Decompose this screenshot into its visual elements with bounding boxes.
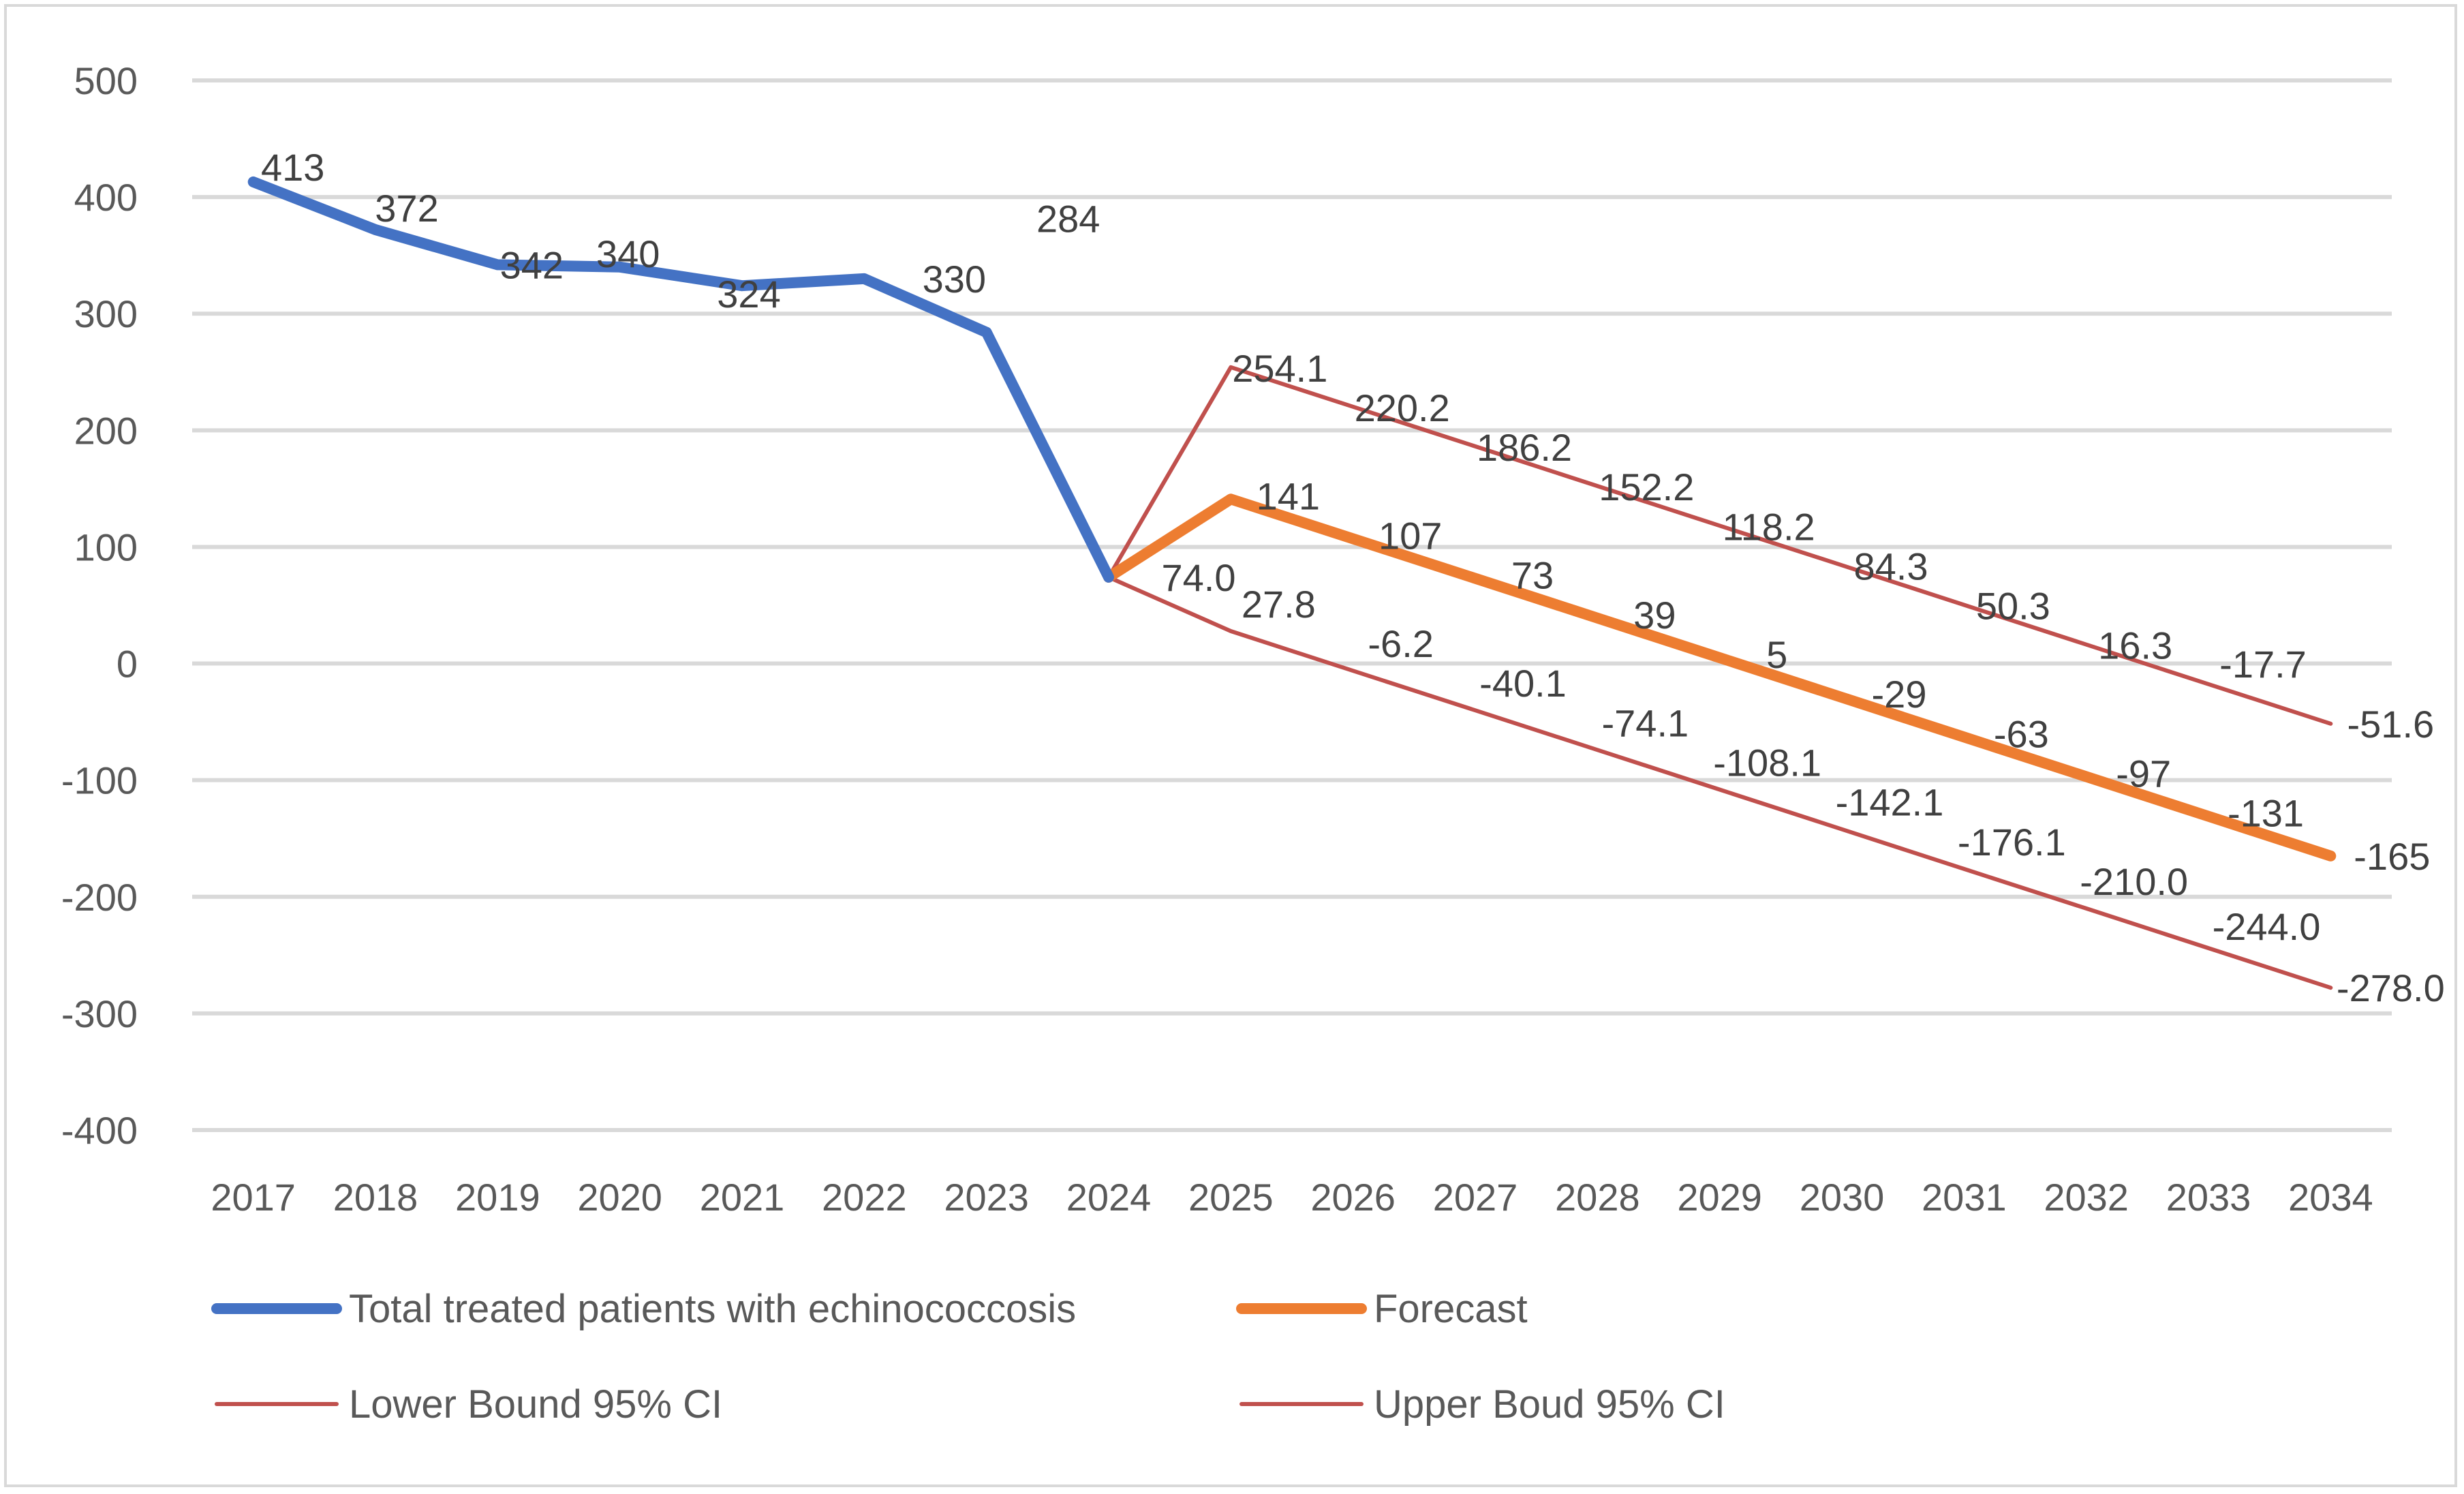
y-tick-label: 100	[74, 525, 138, 568]
data-label: 152.2	[1599, 466, 1694, 508]
data-label: 330	[923, 258, 986, 301]
data-label: -278.0	[2337, 966, 2445, 1009]
series-line-1	[1103, 493, 2337, 862]
y-tick-label: -200	[61, 876, 138, 919]
data-label: -74.1	[1602, 701, 1689, 744]
data-label: -176.1	[1958, 821, 2066, 864]
x-tick-label: 2024	[1066, 1176, 1152, 1219]
data-label: 84.3	[1854, 545, 1928, 588]
x-tick-label: 2018	[333, 1176, 418, 1219]
chart-frame: 500 400 300 200 100 0 -100 -200 -300 -400 2017 201…	[4, 4, 2457, 1487]
data-label: -210.0	[2080, 860, 2188, 903]
data-label: -63	[1994, 712, 2049, 755]
x-tick-label: 2029	[1677, 1176, 1762, 1219]
data-label: 220.2	[1355, 386, 1450, 429]
y-tick-label: 300	[74, 292, 138, 335]
data-label: -108.1	[1713, 742, 1821, 784]
data-label: -40.1	[1479, 662, 1567, 705]
data-label: 50.3	[1976, 584, 2050, 627]
x-tick-label: 2030	[1800, 1176, 1885, 1219]
data-label: 324	[717, 273, 780, 316]
x-tick-label: 2025	[1188, 1176, 1274, 1219]
data-label: 74.0	[1162, 556, 1236, 599]
legend-label-1: Forecast	[1374, 1287, 1528, 1331]
x-tick-label: 2021	[700, 1176, 785, 1219]
x-tick-label: 2019	[455, 1176, 540, 1219]
data-label: 27.8	[1242, 583, 1316, 626]
x-tick-label: 2027	[1433, 1176, 1518, 1219]
data-label: 107	[1379, 514, 1442, 557]
series-line-2	[1107, 575, 2333, 990]
x-tick-label: 2032	[2044, 1176, 2129, 1219]
data-label: 372	[375, 187, 438, 230]
y-tick-label: 400	[74, 176, 138, 219]
grid-layer	[192, 78, 2392, 1132]
data-label: 186.2	[1477, 426, 1572, 469]
x-axis-ticks: 2017 2018 2019 2020 2021 2022 2023 2024 2025 2026…	[211, 1176, 2373, 1219]
legend: Total treated patients with echinococcos…	[211, 1287, 1725, 1427]
series-layer	[247, 176, 2337, 990]
x-tick-label: 2028	[1555, 1176, 1640, 1219]
data-label: 5	[1766, 633, 1787, 676]
legend-label-3: Upper Boud 95% CI	[1374, 1382, 1725, 1427]
x-tick-label: 2017	[211, 1176, 296, 1219]
x-tick-label: 2034	[2288, 1176, 2373, 1219]
data-label: 284	[1036, 198, 1100, 241]
legend-label-0: Total treated patients with echinococcos…	[349, 1287, 1076, 1331]
data-label: 254.1	[1232, 347, 1327, 390]
x-tick-label: 2026	[1310, 1176, 1396, 1219]
data-label: -131	[2228, 792, 2304, 835]
data-label: 73	[1511, 554, 1554, 597]
y-axis-ticks: 500 400 300 200 100 0 -100 -200 -300 -400	[61, 59, 138, 1152]
x-tick-label: 2022	[822, 1176, 907, 1219]
legend-label-2: Lower Bound 95% CI	[349, 1382, 722, 1427]
data-label: -6.2	[1368, 622, 1434, 665]
data-label: -165	[2354, 835, 2430, 878]
data-label: -244.0	[2213, 905, 2321, 948]
y-tick-label: -300	[61, 992, 138, 1035]
y-tick-label: 200	[74, 409, 138, 452]
data-label: -29	[1872, 673, 1927, 716]
y-tick-label: -100	[61, 759, 138, 802]
data-labels: 413 372 342 340 324 330 284 141 107 73 39 5 -29 -63 -9…	[261, 146, 2445, 1009]
data-label: -142.1	[1836, 781, 1944, 824]
x-tick-label: 2023	[944, 1176, 1029, 1219]
y-tick-label: 0	[117, 643, 138, 686]
data-label: 39	[1633, 594, 1676, 637]
data-label: 141	[1257, 474, 1320, 517]
data-label: 342	[500, 243, 564, 286]
x-tick-label: 2033	[2166, 1176, 2251, 1219]
x-tick-label: 2031	[1922, 1176, 2007, 1219]
series-line-0	[247, 176, 1114, 583]
data-label: -17.7	[2219, 643, 2307, 686]
data-label: 118.2	[1723, 505, 1815, 548]
series-line-3	[1107, 365, 2333, 726]
data-label: 413	[261, 146, 324, 189]
data-label: 340	[596, 232, 660, 275]
x-tick-label: 2020	[577, 1176, 662, 1219]
data-label: 16.3	[2098, 624, 2172, 667]
y-tick-label: 500	[74, 59, 138, 102]
data-label: -97	[2116, 752, 2171, 795]
data-label: -51.6	[2347, 703, 2435, 746]
y-tick-label: -400	[61, 1109, 138, 1152]
